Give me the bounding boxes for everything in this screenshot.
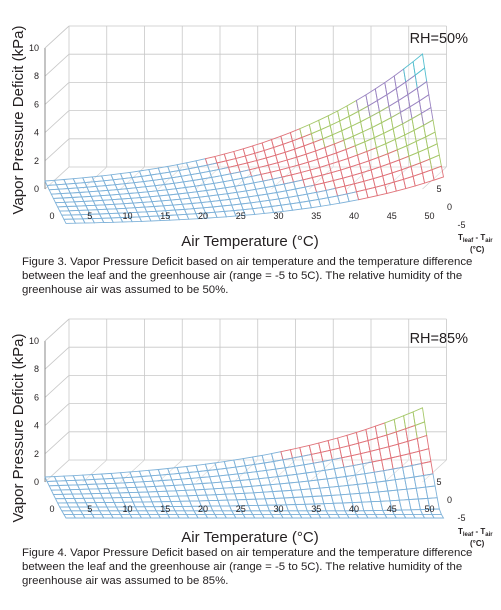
rh-label: RH=50% (410, 31, 469, 47)
surface-cell (418, 448, 432, 465)
x-axis-title: Air Temperature (°C) (181, 233, 318, 250)
y-axis-title: Vapor Pressure Deficit (kPa) (10, 334, 27, 523)
x-tick-label: 25 (236, 504, 246, 514)
gridline-side-wall (44, 346, 70, 370)
chart-grid (44, 25, 447, 190)
x-tick-label: 5 (87, 211, 92, 221)
gridline-floor (158, 459, 183, 483)
surface-cell (431, 513, 445, 519)
x-tick-label: 35 (311, 504, 321, 514)
x-tick-label: 10 (122, 211, 132, 221)
z-tick-label: 0 (447, 495, 452, 505)
y-axis-title: Vapor Pressure Deficit (kPa) (10, 26, 27, 215)
x-tick-label: 30 (273, 504, 283, 514)
surface-mesh (44, 53, 445, 224)
x-tick-label: 40 (349, 504, 359, 514)
z-tick-label: -5 (458, 220, 466, 230)
y-tick-label: 4 (34, 421, 39, 431)
y-tick-label: 6 (34, 99, 39, 109)
surface-cell (431, 165, 445, 181)
gridline-floor (233, 459, 258, 483)
y-tick-label: 2 (34, 449, 39, 459)
surface-cell (425, 485, 438, 499)
gridline-floor (346, 166, 372, 190)
chart-grid (44, 318, 447, 483)
y-tick-label: 4 (34, 128, 39, 138)
y-tick-label: 2 (34, 156, 39, 166)
z-axis-unit: (°C) (470, 539, 485, 548)
gridline-floor (82, 166, 107, 190)
x-tick-label: 15 (160, 211, 170, 221)
y-tick-label: 0 (34, 184, 39, 194)
surface-cell (420, 460, 434, 477)
x-tick-label: 0 (49, 211, 54, 221)
x-tick-label: 20 (198, 211, 208, 221)
x-tick-label: 45 (387, 504, 397, 514)
x-tick-label: 0 (49, 504, 54, 514)
x-tick-label: 50 (424, 504, 434, 514)
z-axis-unit: (°C) (470, 245, 485, 254)
gridline-floor (44, 459, 70, 483)
gridline-floor (384, 459, 409, 483)
gridline-floor (346, 459, 372, 483)
gridline-floor (120, 459, 145, 483)
gridline-floor (384, 166, 409, 190)
z-tick-label: 0 (447, 202, 452, 212)
gridline-floor (422, 459, 447, 483)
y-tick-label: 10 (29, 43, 39, 53)
gridline-side-wall (44, 375, 70, 398)
x-tick-label: 30 (273, 211, 283, 221)
y-tick-label: 8 (34, 364, 39, 374)
x-tick-label: 5 (87, 504, 92, 514)
gridline-top (44, 25, 70, 49)
x-tick-label: 45 (387, 211, 397, 221)
surface-mesh (44, 407, 445, 519)
gridline-floor (271, 459, 296, 483)
y-tick-label: 0 (34, 477, 39, 487)
x-tick-label: 20 (198, 504, 208, 514)
gridline-side-wall (44, 53, 70, 77)
gridline-side-wall (44, 403, 70, 426)
gridline-side-wall (44, 431, 70, 455)
figure-3-panel: 0 2 4 6 8 10 0 5 10 15 20 25 30 35 40 45 50 5 0 -5 Vapor Pre… (0, 0, 501, 300)
z-tick-label: 5 (437, 184, 442, 194)
gridline-side-wall (44, 82, 70, 105)
figure-4-caption: Figure 4. Vapor Pressure Deficit based o… (22, 547, 473, 588)
x-axis-title: Air Temperature (°C) (181, 529, 318, 546)
x-tick-label: 40 (349, 211, 359, 221)
gridline-floor (82, 459, 107, 483)
z-tick-label: -5 (458, 513, 466, 523)
y-tick-label: 10 (29, 336, 39, 346)
figure-3-caption: Figure 3. Vapor Pressure Deficit based o… (22, 256, 473, 297)
figure-4-panel: 0 2 4 6 8 10 0 5 10 15 20 25 30 35 40 45 50 5 0 -5 Vapor Pre… (0, 300, 501, 610)
z-tick-label: 5 (437, 477, 442, 487)
x-tick-label: 10 (122, 504, 132, 514)
surface-cell (423, 473, 436, 488)
x-tick-label: 50 (424, 211, 434, 221)
gridline-side-wall (44, 110, 70, 133)
y-tick-label: 8 (34, 71, 39, 81)
gridline-top (44, 318, 70, 342)
gridline-side-wall (44, 138, 70, 162)
y-tick-label: 6 (34, 392, 39, 402)
x-tick-label: 25 (236, 211, 246, 221)
z-axis-title: Tleaf - Tair (458, 527, 493, 538)
x-tick-label: 15 (160, 504, 170, 514)
z-axis-title: Tleaf - Tair (458, 233, 493, 244)
x-tick-label: 35 (311, 211, 321, 221)
rh-label: RH=85% (410, 331, 469, 347)
